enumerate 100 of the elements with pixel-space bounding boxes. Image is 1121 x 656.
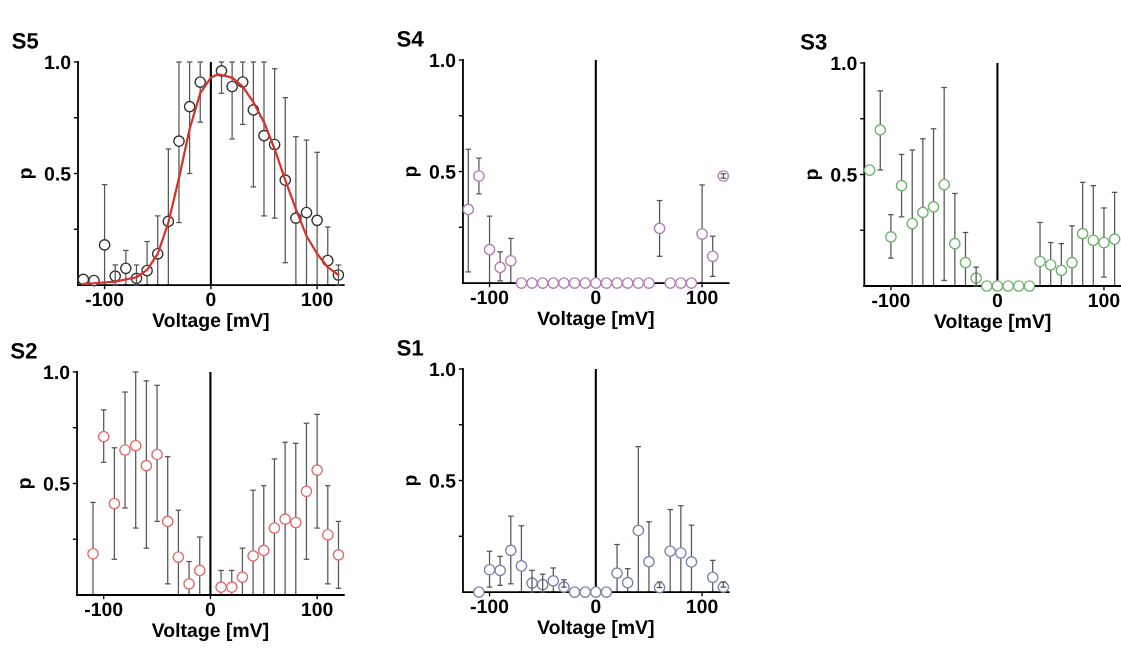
point — [895, 179, 908, 192]
x-tick-label: 0 — [205, 602, 216, 617]
point — [504, 254, 517, 267]
point — [1087, 234, 1100, 247]
point — [225, 581, 238, 594]
y-axis-title: p — [807, 169, 822, 180]
point — [611, 567, 623, 579]
point — [664, 277, 677, 289]
x-axis-title: Voltage [mV] — [537, 619, 654, 639]
point — [1066, 256, 1078, 269]
point — [1002, 280, 1014, 292]
point — [632, 277, 645, 289]
point — [1108, 233, 1121, 246]
x-tick-label: -100 — [85, 292, 124, 307]
point — [526, 277, 538, 289]
point — [473, 586, 485, 598]
point — [311, 214, 323, 227]
point — [483, 563, 496, 576]
point — [483, 243, 496, 256]
point — [462, 203, 475, 216]
point — [579, 277, 592, 289]
x-tick-label: -100 — [470, 290, 509, 305]
x-tick-label: 100 — [1088, 293, 1120, 308]
y-tick-label: 0.5 — [429, 165, 456, 179]
point — [674, 547, 687, 559]
x-axis-title: Voltage [mV] — [152, 312, 269, 332]
point — [600, 586, 613, 598]
point — [183, 100, 196, 113]
x-tick-label: 100 — [687, 599, 718, 614]
point — [685, 277, 698, 289]
x-axis-title: Voltage [mV] — [151, 622, 269, 642]
point — [257, 544, 270, 557]
point — [97, 430, 110, 443]
point — [1012, 280, 1025, 292]
point — [140, 459, 153, 472]
point — [194, 76, 207, 88]
point — [621, 277, 634, 289]
point — [547, 277, 560, 289]
point — [643, 555, 655, 568]
x-tick-label: -100 — [85, 602, 123, 617]
point — [473, 170, 485, 182]
point — [938, 178, 951, 191]
y-tick-label: 1.0 — [45, 55, 71, 70]
point — [119, 262, 132, 275]
point — [504, 544, 517, 557]
point — [863, 164, 876, 176]
point — [927, 200, 940, 213]
point — [959, 256, 972, 269]
x-tick-label: 0 — [206, 292, 216, 307]
x-axis-title: Voltage [mV] — [537, 310, 654, 330]
point — [236, 571, 249, 583]
chart-title: S3 — [800, 33, 827, 50]
point — [300, 206, 313, 219]
point — [332, 548, 345, 561]
point — [119, 444, 131, 456]
point — [268, 522, 281, 534]
point — [991, 280, 1004, 292]
point — [515, 560, 528, 572]
point — [193, 564, 206, 577]
point — [579, 586, 592, 598]
point — [632, 524, 645, 537]
point — [558, 277, 570, 289]
point — [300, 485, 313, 498]
point — [279, 513, 291, 526]
y-tick-label: 1.0 — [430, 362, 456, 377]
point — [621, 576, 634, 589]
y-axis-title: p — [20, 478, 35, 489]
point — [948, 237, 961, 250]
point — [674, 277, 687, 289]
y-tick-label: 1.0 — [430, 53, 456, 68]
point — [87, 547, 99, 560]
y-tick-label: 0.5 — [44, 166, 71, 181]
point — [917, 206, 929, 219]
x-tick-label: 100 — [302, 602, 333, 617]
y-tick-label: 1.0 — [831, 56, 857, 71]
point — [536, 277, 549, 289]
x-axis-title: Voltage [mV] — [934, 313, 1051, 333]
x-tick-label: -100 — [872, 293, 910, 308]
x-tick-label: 0 — [591, 599, 601, 614]
point — [643, 277, 655, 289]
y-tick-label: 0.5 — [831, 167, 857, 182]
point — [653, 222, 666, 235]
y-tick-label: 0.5 — [43, 476, 70, 491]
point — [1034, 255, 1046, 268]
x-tick-label: 0 — [992, 293, 1003, 308]
point — [247, 550, 259, 562]
point — [589, 277, 602, 289]
point — [568, 277, 581, 289]
point — [151, 448, 163, 461]
y-axis-title: p — [406, 475, 421, 486]
point — [98, 239, 111, 251]
point — [568, 586, 581, 598]
chart-title: S1 — [397, 339, 424, 356]
point — [226, 80, 238, 93]
point — [1098, 236, 1110, 249]
point — [289, 516, 302, 529]
y-axis-title: p — [406, 166, 421, 177]
point — [108, 497, 121, 510]
chart-title: S4 — [397, 30, 424, 47]
y-tick-label: 1.0 — [44, 365, 70, 380]
